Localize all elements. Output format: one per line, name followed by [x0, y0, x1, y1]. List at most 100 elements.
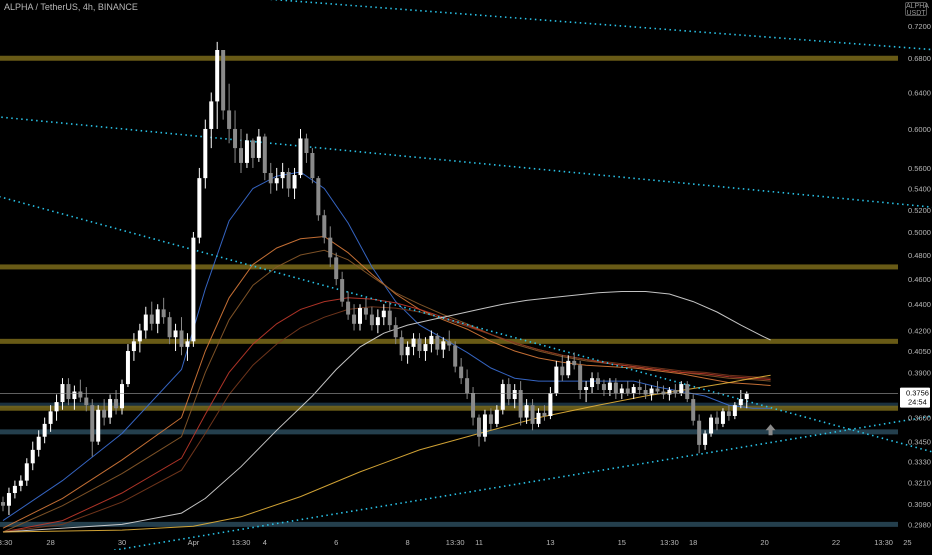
x-tick-label: 30 [118, 538, 126, 547]
candle-body [471, 393, 476, 418]
candle-body [667, 390, 672, 395]
y-tick-label: 0.5200 [908, 206, 931, 215]
candle-body [84, 397, 89, 406]
candle-body [673, 390, 678, 394]
candle-body [36, 436, 41, 450]
candle-body [244, 140, 249, 163]
candle-body [60, 384, 65, 403]
candle-body [542, 412, 547, 417]
candle-body [399, 337, 404, 356]
candle-body [120, 384, 124, 409]
candle-body [78, 391, 83, 398]
candle-body [233, 128, 238, 149]
candle-body [720, 411, 725, 424]
x-axis: 13:30 28 30 Apr 13:30 4 6 8 13:30 11 13 15 13:30 18 20… [0, 538, 912, 547]
indicator-line [2, 297, 771, 533]
candle-body [268, 173, 273, 184]
horizontal-zone [0, 55, 898, 61]
candle-body [477, 417, 481, 437]
candle-body [738, 399, 743, 406]
candle-body [447, 341, 452, 346]
candle-body [30, 449, 35, 464]
y-tick-label: 0.4050 [908, 347, 931, 356]
trendline [269, 0, 932, 51]
candle-body [6, 493, 11, 506]
candle-body [328, 237, 333, 258]
indicators-layer [2, 171, 771, 533]
candle-body [137, 330, 142, 342]
x-tick-label: 13:30 [874, 538, 893, 547]
y-tick-label: 0.6400 [908, 88, 931, 97]
currency-quote: USDT [906, 10, 926, 17]
horizontal-zone [0, 264, 898, 270]
x-tick-label: 13:30 [0, 538, 12, 547]
y-tick-label: 0.4400 [908, 300, 931, 309]
y-tick-label: 0.4800 [908, 251, 931, 260]
candle-body [286, 171, 291, 189]
candle-body [679, 384, 684, 394]
candle-body [90, 405, 95, 442]
candle-body [453, 345, 458, 367]
candle-body [393, 325, 398, 338]
candle-body [304, 138, 309, 154]
y-tick-label: 0.6000 [908, 125, 931, 134]
y-tick-label: 0.3900 [908, 368, 931, 377]
y-tick-label: 0.7200 [908, 22, 931, 31]
trendline [0, 196, 932, 453]
price-tag [900, 387, 930, 408]
x-tick-label: 4 [263, 538, 267, 547]
candle-body [536, 412, 541, 424]
candle-body [18, 480, 23, 486]
candle-body [691, 399, 696, 421]
candle-body [143, 314, 148, 331]
candle-body [560, 366, 565, 376]
candle-body [298, 138, 303, 176]
candle-body [108, 399, 113, 418]
candle-body [42, 423, 47, 437]
candle-body [411, 338, 416, 347]
candle-body [352, 314, 357, 324]
candle-body [649, 388, 654, 395]
x-tick-label: 28 [46, 538, 54, 547]
candle-body [548, 393, 553, 417]
x-tick-label: 8 [406, 538, 410, 547]
candle-body [274, 178, 279, 184]
candle-body [482, 414, 487, 437]
candle-body [596, 378, 600, 385]
candle-body [625, 388, 630, 394]
candle-body [54, 402, 59, 412]
candle-body [530, 405, 535, 424]
candle-body [346, 301, 351, 315]
horizontal-zone [0, 405, 898, 411]
horizontal-zone [0, 429, 898, 435]
y-tick-label: 0.3090 [908, 500, 931, 509]
candle-body [709, 417, 714, 434]
candle-body [24, 463, 29, 481]
candle-body [655, 388, 660, 392]
candle-body [429, 335, 434, 345]
x-tick-label: 13:30 [446, 538, 465, 547]
candle-body [1, 502, 5, 506]
y-tick-label: 0.3450 [908, 438, 931, 447]
candle-body [363, 308, 368, 315]
candle-body [185, 341, 190, 347]
candle-body [703, 433, 708, 445]
horizontal-zone [0, 521, 898, 527]
y-axis: 0.7200 0.6800 0.6400 0.6000 0.5600 0.5400 0.52… [908, 22, 931, 529]
candle-body [613, 382, 618, 394]
candle-body [221, 49, 226, 111]
candle-body [334, 257, 339, 280]
y-tick-label: 0.5400 [908, 184, 931, 193]
candle-body [512, 390, 517, 400]
candle-body [637, 387, 642, 391]
candle-body [566, 360, 571, 376]
x-tick-label: 13:30 [660, 538, 679, 547]
candle-body [417, 338, 422, 352]
currency-badge[interactable]: ALPHA USDT [905, 2, 929, 17]
candle-body [369, 314, 374, 326]
candle-body [578, 365, 583, 391]
candle-body [494, 409, 499, 424]
